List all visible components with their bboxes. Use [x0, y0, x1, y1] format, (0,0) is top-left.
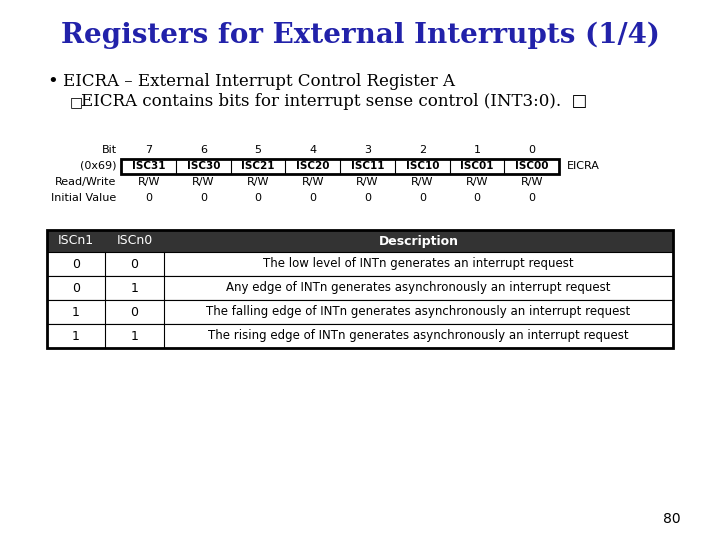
Text: ISC11: ISC11 [351, 161, 384, 171]
Text: EICRA – External Interrupt Control Register A: EICRA – External Interrupt Control Regis… [63, 73, 455, 91]
Text: 3: 3 [364, 145, 371, 155]
Text: 5: 5 [255, 145, 261, 155]
Text: 4: 4 [310, 145, 316, 155]
Text: 80: 80 [663, 512, 680, 526]
Text: □: □ [70, 95, 83, 109]
Text: 1: 1 [474, 145, 480, 155]
Bar [47, 300, 673, 324]
Text: Read/Write: Read/Write [55, 177, 117, 187]
Bar [47, 252, 673, 276]
Text: R/W: R/W [411, 177, 433, 187]
Text: 0: 0 [528, 193, 535, 203]
Text: 7: 7 [145, 145, 152, 155]
Bar [47, 276, 673, 300]
Text: EICRA: EICRA [567, 161, 600, 171]
Text: ISC31: ISC31 [132, 161, 166, 171]
Text: ISC21: ISC21 [241, 161, 275, 171]
Text: R/W: R/W [138, 177, 160, 187]
Text: 0: 0 [364, 193, 371, 203]
Text: EICRA contains bits for interrupt sense control (INT3:0).  □: EICRA contains bits for interrupt sense … [81, 93, 588, 111]
Text: Bit: Bit [102, 145, 117, 155]
Text: The falling edge of INTn generates asynchronously an interrupt request: The falling edge of INTn generates async… [207, 306, 631, 319]
Text: R/W: R/W [247, 177, 269, 187]
Text: ISC01: ISC01 [460, 161, 494, 171]
Text: R/W: R/W [356, 177, 379, 187]
Text: R/W: R/W [192, 177, 215, 187]
Text: R/W: R/W [521, 177, 543, 187]
Text: Description: Description [379, 234, 459, 247]
Text: 6: 6 [200, 145, 207, 155]
Text: 1: 1 [130, 281, 138, 294]
Text: 0: 0 [130, 258, 138, 271]
Text: 0: 0 [130, 306, 138, 319]
Bar [122, 159, 559, 173]
Text: ISCn1: ISCn1 [58, 234, 94, 247]
Bar [47, 230, 673, 252]
Text: R/W: R/W [302, 177, 324, 187]
Bar [47, 230, 673, 348]
Text: 1: 1 [72, 306, 80, 319]
Text: The rising edge of INTn generates asynchronously an interrupt request: The rising edge of INTn generates asynch… [208, 329, 629, 342]
Text: ISC00: ISC00 [515, 161, 549, 171]
Text: 1: 1 [72, 329, 80, 342]
Text: 0: 0 [310, 193, 316, 203]
Text: ISC30: ISC30 [186, 161, 220, 171]
Text: Registers for External Interrupts (1/4): Registers for External Interrupts (1/4) [60, 21, 660, 49]
Text: 0: 0 [72, 281, 80, 294]
Text: 0: 0 [72, 258, 80, 271]
Text: 0: 0 [528, 145, 535, 155]
Text: 2: 2 [419, 145, 426, 155]
Text: Initial Value: Initial Value [51, 193, 117, 203]
Text: 0: 0 [474, 193, 480, 203]
Text: (0x69): (0x69) [80, 161, 117, 171]
Text: Any edge of INTn generates asynchronously an interrupt request: Any edge of INTn generates asynchronousl… [226, 281, 611, 294]
Text: •: • [47, 73, 58, 91]
Text: ISCn0: ISCn0 [117, 234, 153, 247]
Text: ISC10: ISC10 [405, 161, 439, 171]
Text: 0: 0 [255, 193, 261, 203]
Text: R/W: R/W [466, 177, 488, 187]
Text: 0: 0 [145, 193, 152, 203]
Bar [47, 324, 673, 348]
Text: 1: 1 [130, 329, 138, 342]
Text: ISC20: ISC20 [296, 161, 330, 171]
Text: The low level of INTn generates an interrupt request: The low level of INTn generates an inter… [264, 258, 574, 271]
Text: 0: 0 [200, 193, 207, 203]
Text: 0: 0 [419, 193, 426, 203]
